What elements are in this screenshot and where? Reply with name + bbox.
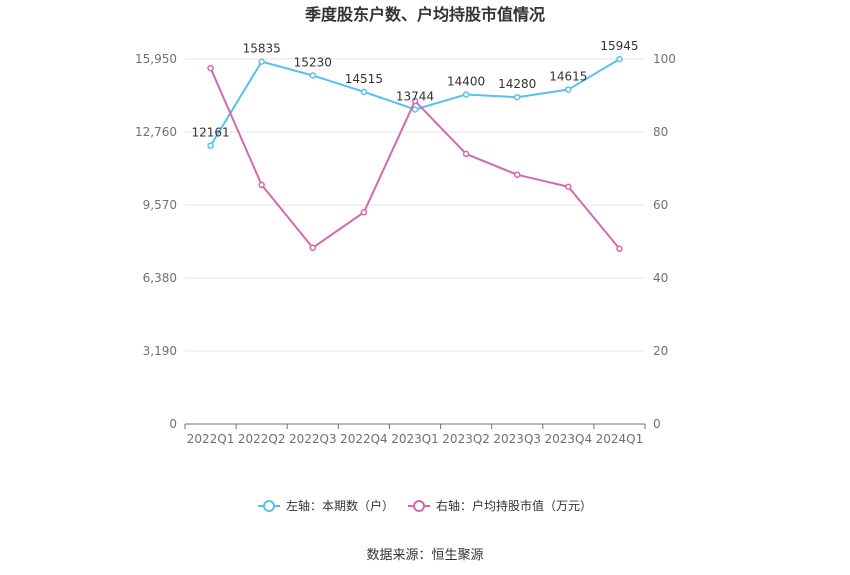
series-2-point (616, 245, 623, 253)
y-right-tick-label: 80 (653, 125, 668, 139)
data-labels: 12161 15835 15230 14515 13744 14400 14280 14615… (191, 39, 638, 140)
data-label: 15230 (294, 55, 332, 69)
series-2-point (513, 171, 521, 178)
y-left-tick-label: 9,570 (143, 198, 177, 212)
data-label: 14515 (345, 72, 383, 86)
y-left-tick-label: 0 (169, 417, 177, 431)
data-label: 12161 (191, 126, 229, 140)
series-1-point (462, 91, 470, 98)
x-tick-label: 2023Q1 (391, 432, 439, 446)
y-right-tick-label: 40 (653, 271, 668, 285)
series-2-point (565, 183, 572, 190)
series-2-point (462, 150, 470, 158)
legend-marker-2 (413, 500, 425, 512)
data-label: 13744 (396, 89, 434, 103)
legend-label-2: 右轴：户均持股市值（万元） (436, 498, 592, 513)
x-axis: 2022Q1 2022Q2 2022Q3 2022Q4 2023Q1 2023Q2 2023… (184, 423, 646, 446)
series-1-point (309, 72, 317, 79)
y-right-tick-label: 60 (653, 198, 668, 212)
y-left-tick-label: 12,760 (135, 125, 177, 139)
y-left-tick-label: 15,950 (135, 52, 177, 66)
series-layer (207, 55, 623, 253)
chart-title: 季度股东户数、户均持股市值情况 (304, 5, 545, 24)
series-1-point (258, 58, 265, 65)
series-1-point (565, 86, 572, 93)
data-label: 14615 (549, 70, 587, 84)
series-2-point (309, 244, 317, 251)
series-1-point (616, 55, 623, 63)
source-note: 数据来源：恒生聚源 (366, 548, 483, 563)
y-axis-right: 0 20 40 60 80 100 (653, 52, 676, 431)
x-tick-label: 2023Q2 (442, 432, 490, 446)
y-left-tick-label: 3,190 (143, 344, 177, 358)
x-tick-label: 2024Q1 (596, 432, 644, 446)
y-right-tick-label: 100 (653, 52, 676, 66)
x-tick-label: 2022Q4 (340, 432, 388, 446)
series-2-point (411, 97, 419, 105)
x-tick-label: 2022Q1 (187, 432, 235, 446)
x-tick-label: 2022Q3 (289, 432, 337, 446)
series-1-point (513, 93, 521, 101)
y-left-tick-label: 6,380 (143, 271, 177, 285)
data-label: 15835 (243, 42, 281, 56)
y-axis-left: 0 3,190 6,380 9,570 12,760 15,950 (135, 52, 177, 431)
data-label: 14280 (498, 77, 536, 91)
y-right-tick-label: 20 (653, 344, 668, 358)
series-1-point (360, 88, 368, 96)
legend-label-1: 左轴：本期数（户） (286, 498, 394, 513)
series-1-point (207, 142, 214, 149)
x-tick-label: 2023Q3 (493, 432, 541, 446)
legend-marker-1 (263, 500, 275, 512)
legend[interactable]: 左轴：本期数（户） 右轴：户均持股市值（万元） (258, 498, 592, 513)
series-2-point (360, 209, 368, 216)
series-2-point (207, 64, 214, 72)
series-1-point (411, 106, 419, 113)
data-label: 14400 (447, 74, 485, 88)
y-right-tick-label: 0 (653, 417, 661, 431)
data-label: 15945 (600, 39, 638, 53)
series-2-point (258, 181, 265, 189)
x-tick-label: 2023Q4 (545, 432, 593, 446)
x-tick-label: 2022Q2 (238, 432, 286, 446)
